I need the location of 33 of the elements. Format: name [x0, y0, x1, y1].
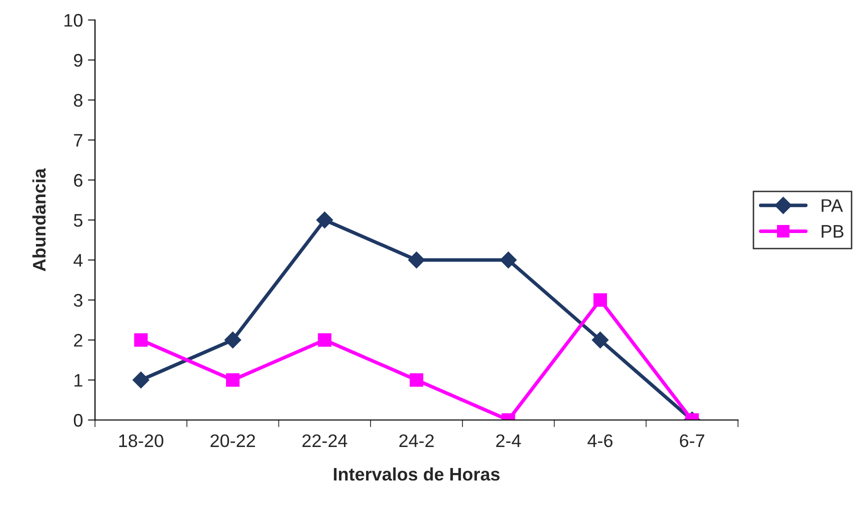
point — [134, 333, 148, 347]
point — [226, 373, 240, 387]
x-tick-label: 24-2 — [399, 434, 434, 447]
x-tick-label: 4-6 — [588, 434, 612, 448]
y-tick-label: 6 — [74, 174, 82, 187]
y-tick-label: 2 — [74, 334, 82, 347]
x-tick-label: 6-7 — [680, 434, 704, 448]
y-tick-label: 4 — [74, 254, 83, 267]
point — [316, 212, 334, 228]
legend-label: PA — [822, 199, 843, 212]
x-tick-label: 20-22 — [210, 434, 255, 448]
point — [592, 332, 609, 348]
y-tick-label: 5 — [74, 214, 82, 227]
y-tick-label: 8 — [74, 94, 82, 107]
point — [132, 372, 150, 388]
x-tick-label: 2-4 — [496, 434, 521, 447]
x-tick-label: 22-24 — [302, 434, 348, 447]
point — [224, 332, 242, 348]
x-axis-title: Intervalos de Horas — [334, 467, 500, 481]
point — [318, 333, 332, 347]
y-tick-label: 1 — [74, 374, 82, 387]
y-axis-title: Abundancia — [32, 168, 46, 272]
y-tick-label: 10 — [64, 14, 82, 27]
y-tick-label: 9 — [74, 54, 82, 67]
point — [408, 252, 425, 268]
point — [410, 373, 424, 387]
y-tick-label: 3 — [74, 294, 82, 307]
y-tick-label: 7 — [74, 134, 82, 147]
legend-label: PB — [822, 225, 844, 238]
point — [593, 293, 607, 307]
y-tick-label: 0 — [74, 414, 82, 427]
point — [500, 252, 517, 268]
x-tick-label: 18-20 — [119, 434, 164, 448]
